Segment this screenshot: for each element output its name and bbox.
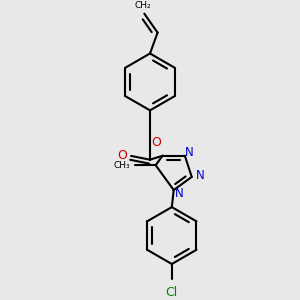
Text: N: N (185, 146, 194, 159)
Text: Cl: Cl (166, 286, 178, 299)
Text: O: O (118, 149, 128, 162)
Text: N: N (175, 187, 184, 200)
Text: CH₃: CH₃ (113, 161, 130, 170)
Text: CH₂: CH₂ (134, 1, 151, 10)
Text: N: N (196, 169, 205, 182)
Text: O: O (152, 136, 162, 149)
